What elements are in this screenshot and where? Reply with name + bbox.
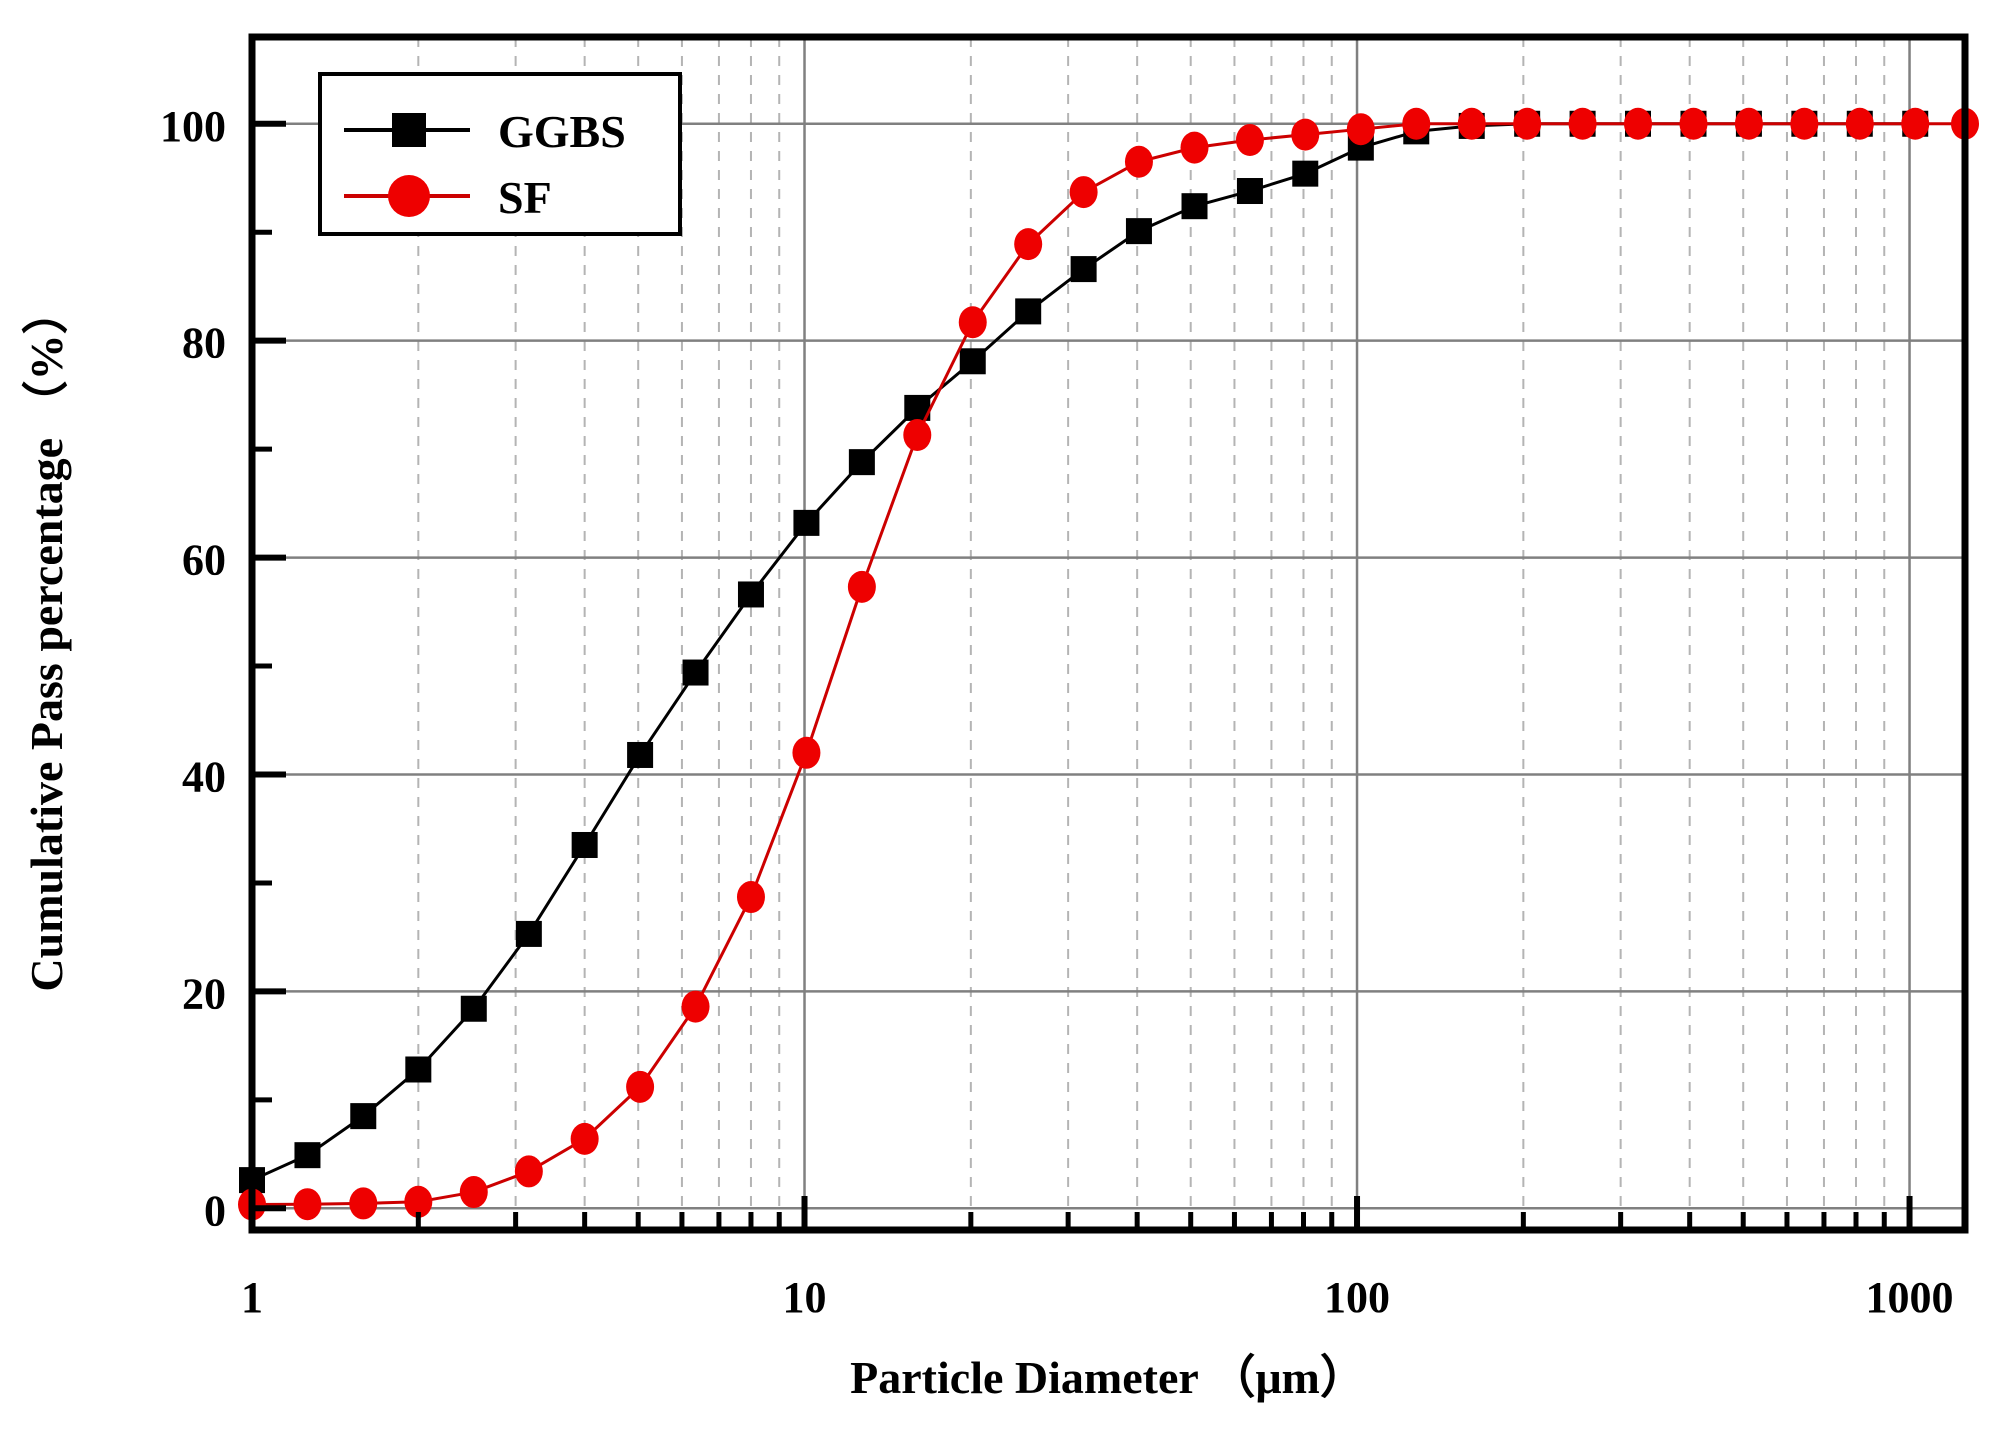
data-point-marker <box>627 741 654 768</box>
data-point-marker <box>459 1176 488 1209</box>
x-tick-label: 10 <box>783 1273 827 1322</box>
legend-marker-circle-icon <box>388 175 430 217</box>
data-point-marker <box>958 306 987 339</box>
legend-label-ggbs: GGBS <box>498 106 626 157</box>
data-point-marker <box>1181 193 1208 220</box>
data-point-marker <box>1346 113 1375 146</box>
legend-entry-sf[interactable]: SF <box>344 172 552 223</box>
data-point-marker <box>1402 107 1431 140</box>
legend-marker-square-icon <box>392 113 426 147</box>
series-layer <box>238 107 1979 1221</box>
data-point-marker <box>514 1155 543 1188</box>
x-tick-label: 1000 <box>1866 1273 1954 1322</box>
y-tick-label: 80 <box>182 319 226 368</box>
data-point-marker <box>1069 176 1098 209</box>
y-axis-ticks <box>252 120 286 1212</box>
data-point-marker <box>736 881 765 914</box>
y-tick-label: 100 <box>160 102 226 151</box>
data-point-marker <box>515 920 542 947</box>
data-point-marker <box>793 509 820 536</box>
data-point-marker <box>1070 256 1097 283</box>
data-point-marker <box>1124 145 1153 178</box>
data-point-marker <box>294 1142 321 1169</box>
data-point-marker <box>1292 160 1319 187</box>
data-point-marker <box>571 831 598 858</box>
data-point-marker <box>1734 107 1763 140</box>
data-point-marker <box>681 990 710 1023</box>
data-point-marker <box>737 581 764 608</box>
data-point-marker <box>460 995 487 1022</box>
data-point-marker <box>1180 131 1209 164</box>
x-axis-title: Particle Diameter （μm） <box>850 1352 1366 1403</box>
y-axis-title: Cumulative Pass percentage （%） <box>21 288 72 991</box>
legend-label-sf: SF <box>498 172 552 223</box>
data-point-marker <box>847 570 876 603</box>
series-sf <box>238 107 1979 1221</box>
y-tick-label: 0 <box>204 1186 226 1235</box>
x-tick-label: 100 <box>1324 1273 1390 1322</box>
data-point-marker <box>1014 228 1043 261</box>
data-point-marker <box>350 1103 377 1130</box>
data-point-marker <box>404 1185 433 1218</box>
data-point-marker <box>1901 107 1930 140</box>
data-point-marker <box>848 449 875 476</box>
data-point-marker <box>1679 107 1708 140</box>
data-point-marker <box>903 419 932 452</box>
data-point-marker <box>1624 107 1652 140</box>
data-point-marker <box>1845 107 1874 140</box>
data-point-marker <box>293 1188 322 1221</box>
legend[interactable]: GGBS SF <box>318 72 682 236</box>
x-tick-label: 1 <box>241 1273 263 1322</box>
data-point-marker <box>626 1070 655 1103</box>
data-point-marker <box>1291 118 1320 151</box>
data-point-marker <box>959 348 986 375</box>
y-tick-label: 40 <box>182 752 226 801</box>
legend-entry-ggbs[interactable]: GGBS <box>344 106 626 157</box>
plot-frame <box>248 33 1969 1234</box>
y-tick-label: 20 <box>182 969 226 1018</box>
data-point-marker <box>570 1122 599 1155</box>
data-point-marker <box>405 1056 432 1083</box>
data-point-marker <box>1457 107 1486 140</box>
legend-box <box>318 72 682 236</box>
data-point-marker <box>1790 107 1819 140</box>
major-x-gridlines <box>803 37 1911 1230</box>
y-axis-tick-labels: 0 20 40 60 80 100 <box>160 102 226 1236</box>
data-point-marker <box>1235 124 1264 157</box>
x-axis-ticks <box>249 1196 1913 1230</box>
data-point-marker <box>1513 107 1542 140</box>
data-point-marker <box>1125 218 1152 245</box>
data-point-marker <box>682 659 709 686</box>
y-tick-label: 60 <box>182 536 226 585</box>
data-point-marker <box>1236 178 1263 205</box>
data-point-marker <box>792 736 821 769</box>
x-axis-tick-labels: 1 10 100 1000 <box>241 1273 1954 1322</box>
data-point-marker <box>1015 298 1042 325</box>
data-point-marker <box>349 1187 378 1220</box>
data-point-marker <box>1568 107 1597 140</box>
